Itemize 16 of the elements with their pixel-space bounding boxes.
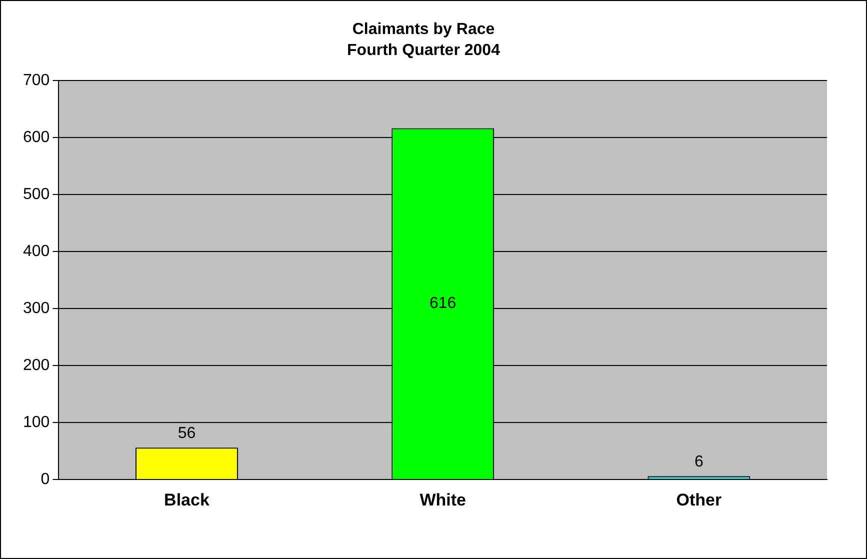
data-label: 6 <box>694 454 704 471</box>
y-tick-label: 300 <box>22 300 50 317</box>
chart-subtitle: Fourth Quarter 2004 <box>347 42 500 60</box>
data-label: 616 <box>429 295 456 312</box>
y-tick-label: 700 <box>22 72 50 89</box>
y-tick-label: 200 <box>22 356 50 374</box>
x-tick-label: Other <box>676 490 722 510</box>
y-tick-label: 100 <box>22 414 50 431</box>
y-tick-label: 0 <box>40 471 50 488</box>
x-tick-label: White <box>420 490 466 510</box>
y-tick-label: 500 <box>22 186 50 203</box>
data-label: 56 <box>178 425 196 442</box>
y-tick-label: 400 <box>22 242 50 260</box>
y-tick-label: 600 <box>22 128 50 146</box>
x-tick-label: Black <box>164 490 210 510</box>
chart-title: Claimants by Race <box>352 21 495 38</box>
